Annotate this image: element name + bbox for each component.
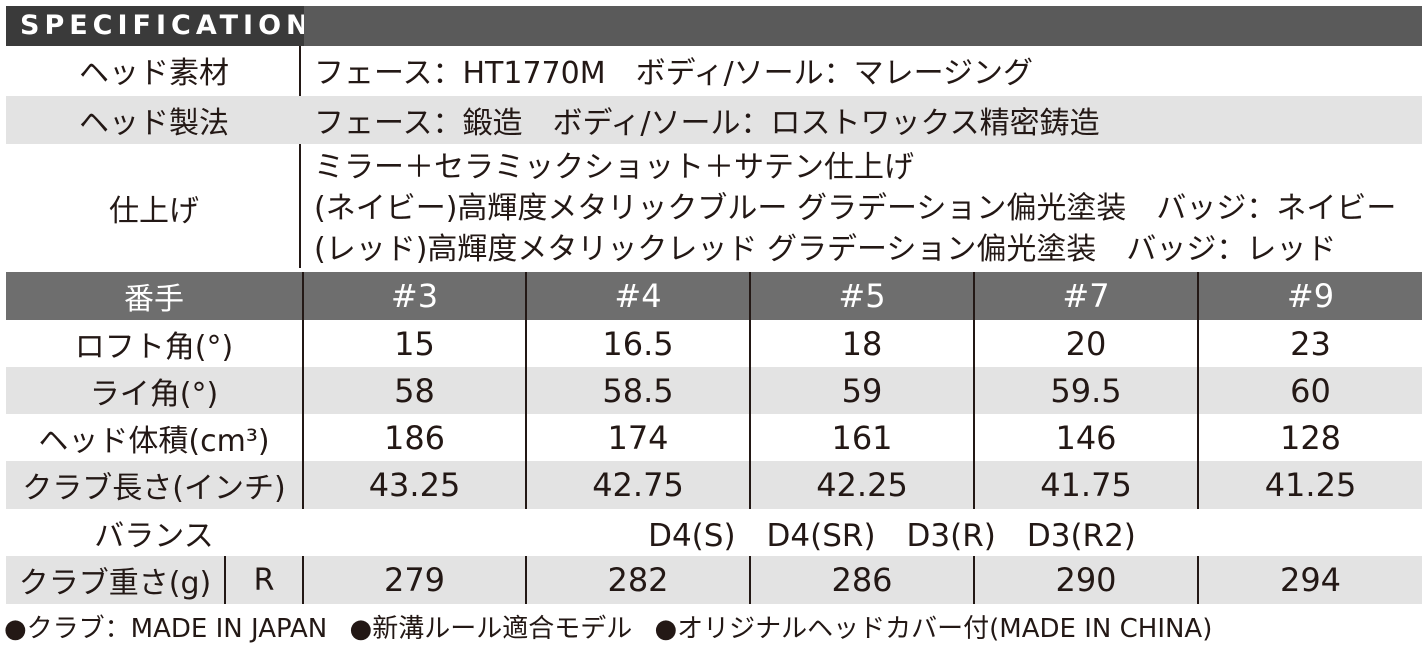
head-material-value: フェース：HT1770M ボディ/ソール：マレージング (314, 56, 1034, 91)
table-cell: 42.75 (525, 461, 749, 509)
table-cell: 41.25 (1197, 461, 1422, 509)
finish-label: 仕上げ (109, 194, 199, 229)
row-label: ロフト角(°) (74, 329, 234, 365)
table-cell: 186 (302, 414, 525, 461)
head-material-label: ヘッド素材 (79, 56, 229, 91)
footer-note: ●クラブ：MADE IN JAPAN (4, 614, 328, 644)
footer-note: ●新溝ルール適合モデル (349, 614, 633, 644)
table-cell: 286 (749, 556, 973, 604)
table-cell: 282 (525, 556, 749, 604)
header-club: #4 (525, 272, 749, 320)
spec-title: SPECIFICATION (6, 6, 304, 46)
table-cell: 43.25 (302, 461, 525, 509)
table-cell: 294 (1197, 556, 1422, 604)
head-method-value: フェース：鍛造 ボディ/ソール：ロストワックス精密鋳造 (314, 106, 1100, 141)
table-cell: 58 (302, 367, 525, 414)
table-cell: 42.25 (749, 461, 973, 509)
table-row-lie: ライ角(°) 58 58.5 59 59.5 60 (6, 367, 1422, 414)
table-cell: 59.5 (973, 367, 1197, 414)
row-label: バランス (94, 518, 214, 554)
table-cell: 161 (749, 414, 973, 461)
flex-label: R (224, 556, 302, 604)
weight-label-cell: クラブ重さ(g) R (6, 556, 302, 604)
table-cell: 279 (302, 556, 525, 604)
header-club: #3 (302, 272, 525, 320)
head-method-label: ヘッド製法 (79, 106, 229, 141)
balance-value: D4(S) D4(SR) D3(R) D3(R2) (648, 518, 1136, 554)
footer-notes: ●クラブ：MADE IN JAPAN ●新溝ルール適合モデル ●オリジナルヘッド… (4, 608, 1226, 645)
footer-note: ●オリジナルヘッドカバー付(MADE IN CHINA) (654, 614, 1213, 644)
table-cell: 41.75 (973, 461, 1197, 509)
row-label: クラブ重さ(g) (18, 566, 212, 601)
finish-line: (レッド)高輝度メタリックレッド グラデーション偏光塗装 バッジ：レッド (314, 231, 1337, 267)
table-cell: 128 (1197, 414, 1422, 461)
header-number-label: 番手 (124, 282, 184, 317)
table-row-loft: ロフト角(°) 15 16.5 18 20 23 (6, 320, 1422, 367)
table-header-row: 番手 #3 #4 #5 #7 #9 (6, 272, 1422, 320)
table-row-volume: ヘッド体積(cm³) 186 174 161 146 128 (6, 414, 1422, 461)
table-row-length: クラブ長さ(インチ) 43.25 42.75 42.25 41.75 41.25 (6, 461, 1422, 509)
header-club: #5 (749, 272, 973, 320)
row-head-method: ヘッド製法 フェース：鍛造 ボディ/ソール：ロストワックス精密鋳造 (6, 96, 1422, 144)
finish-line: (ネイビー)高輝度メタリックブルー グラデーション偏光塗装 バッジ：ネイビー (314, 190, 1397, 226)
row-label: ライ角(°) (89, 376, 219, 412)
finish-values: ミラー＋セラミックショット＋サテン仕上げ (ネイビー)高輝度メタリックブルー グ… (302, 147, 1396, 270)
table-cell: 59 (749, 367, 973, 414)
header-club: #7 (973, 272, 1197, 320)
table-cell: 60 (1197, 367, 1422, 414)
row-head-material: ヘッド素材 フェース：HT1770M ボディ/ソール：マレージング (6, 46, 1422, 94)
table-cell: 20 (973, 320, 1197, 367)
row-label: ヘッド体積(cm³) (38, 423, 270, 459)
row-label: クラブ長さ(インチ) (22, 471, 286, 506)
table-cell: 18 (749, 320, 973, 367)
table-row-weight: クラブ重さ(g) R 279 282 286 290 294 (6, 556, 1422, 604)
table-cell: 58.5 (525, 367, 749, 414)
table-row-balance: バランス D4(S) D4(SR) D3(R) D3(R2) (6, 509, 1422, 556)
table-cell: 23 (1197, 320, 1422, 367)
row-finish: 仕上げ ミラー＋セラミックショット＋サテン仕上げ (ネイビー)高輝度メタリックブ… (6, 146, 1422, 270)
finish-line: ミラー＋セラミックショット＋サテン仕上げ (314, 149, 914, 185)
header-club: #9 (1197, 272, 1422, 320)
spec-header-bar: SPECIFICATION (6, 6, 1422, 46)
table-cell: 16.5 (525, 320, 749, 367)
label-divider (299, 46, 301, 268)
table-cell: 290 (973, 556, 1197, 604)
table-cell: 174 (525, 414, 749, 461)
table-cell: 15 (302, 320, 525, 367)
table-cell: 146 (973, 414, 1197, 461)
